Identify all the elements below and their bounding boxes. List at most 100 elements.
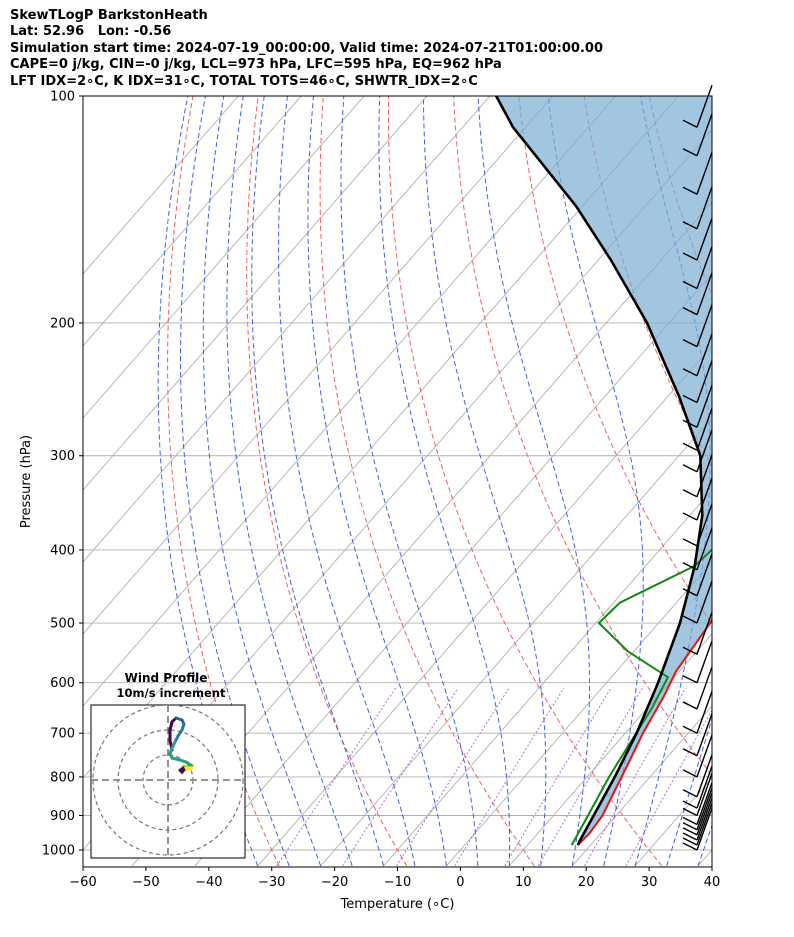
mixing-ratio-line — [625, 709, 712, 867]
wind-barb — [682, 385, 713, 428]
mixing-ratio-line — [504, 687, 612, 867]
isotherm-gridline — [83, 96, 617, 707]
wind-barb-flag — [682, 800, 698, 809]
wind-barb — [682, 84, 713, 128]
moist-adiabat — [202, 96, 322, 867]
isotherm-gridline — [83, 96, 491, 563]
wind-barb — [682, 429, 713, 473]
hodograph-ring — [92, 705, 244, 856]
inset-plot — [91, 705, 245, 858]
wind-barb — [682, 360, 713, 404]
isotherm-gridline — [83, 96, 365, 419]
wind-barb-staff — [696, 360, 713, 403]
wind-barb-flag — [682, 646, 698, 655]
wind-barb-flag — [682, 789, 698, 798]
dewpoint-line — [570, 548, 712, 846]
hodograph-end — [184, 766, 194, 771]
moist-adiabat — [251, 96, 384, 867]
isotherm-gridline — [571, 705, 712, 867]
x-tick-label: −50 — [132, 875, 159, 890]
wind-barb-flag — [682, 769, 698, 778]
isotherm-gridline — [320, 417, 712, 867]
isotherm-gridline — [446, 561, 712, 867]
moist-adiabat — [226, 96, 353, 867]
isotherm-gridline — [83, 96, 428, 491]
time-line: Simulation start time: 2024-07-19_00:00:… — [10, 40, 603, 56]
wind-barb-flag — [682, 588, 698, 597]
wind-barb-staff — [696, 84, 713, 128]
wind-barb-staff — [696, 186, 713, 230]
temperature-line — [577, 617, 712, 846]
wind-barb-flag — [682, 339, 698, 348]
wind-barb-staff — [696, 580, 713, 624]
wind-barb-flag — [682, 489, 698, 498]
wind-barb — [682, 773, 713, 817]
hodograph-start — [178, 766, 186, 774]
wind-barb-staff — [696, 385, 713, 428]
wind-barb — [682, 454, 713, 498]
wind-barb-flag — [682, 512, 698, 521]
wind-barb-staff — [696, 333, 713, 377]
wind-barb-flag — [682, 538, 698, 547]
wind-barb — [682, 113, 713, 157]
wind-barb — [682, 782, 713, 826]
wind-barb-staff — [696, 113, 713, 156]
wind-barb-flag — [682, 119, 698, 128]
dry-adiabat — [319, 96, 535, 867]
wind-barb-staff — [696, 454, 713, 497]
wind-barb-staff — [696, 246, 713, 289]
y-tick-label: 400 — [50, 543, 75, 558]
wind-barb — [682, 611, 713, 655]
dry-adiabat — [518, 96, 712, 626]
cape-line: CAPE=0 j/kg, CIN=-0 j/kg, LCL=973 hPa, L… — [10, 57, 502, 73]
wind-barb-flag — [682, 394, 698, 404]
location-line: Lat: 52.96 Lon: -0.56 — [10, 24, 172, 40]
wind-barb — [682, 333, 713, 377]
wind-barb — [682, 792, 713, 836]
wind-barb — [682, 690, 713, 734]
x-tick-label: −30 — [258, 875, 285, 890]
wind-barb-flag — [682, 464, 698, 473]
cape-shading — [496, 96, 712, 846]
wind-barb-flag — [682, 842, 698, 851]
wind-barb-staff — [696, 152, 713, 195]
wind-barb-flag — [682, 221, 698, 230]
dry-adiabat — [246, 96, 408, 867]
wind-barb — [682, 152, 713, 195]
wind-barb-flag — [682, 615, 698, 624]
wind-barb-staff — [696, 527, 713, 571]
x-tick-label: 20 — [578, 875, 595, 890]
wind-barb-flag — [682, 675, 698, 684]
wind-barb-flag — [682, 837, 698, 846]
wind-barb — [682, 186, 713, 230]
moist-adiabat — [378, 96, 511, 867]
wind-barb-staff — [696, 802, 713, 846]
moist-adiabat — [547, 96, 644, 867]
wind-barb-staff — [696, 807, 713, 851]
x-tick-label: −60 — [69, 875, 96, 890]
wind-barb — [682, 787, 713, 831]
wind-barb-flag — [682, 280, 698, 290]
wind-barb-flag — [682, 832, 698, 841]
dry-adiabat — [388, 96, 663, 867]
dry-adiabat — [453, 96, 712, 777]
isotherm-gridline — [383, 489, 712, 867]
wind-barb — [682, 666, 713, 710]
wind-barb-flag — [682, 701, 698, 710]
dry-adiabat — [779, 96, 794, 866]
y-tick-label: 800 — [50, 770, 75, 785]
y-tick-label: 700 — [50, 727, 75, 742]
mixing-ratio-line — [395, 687, 510, 867]
wind-barb-staff — [696, 773, 713, 816]
wind-barb — [682, 640, 713, 684]
wind-barb-staff — [696, 408, 713, 451]
wind-barb — [682, 797, 713, 841]
moist-adiabat — [307, 96, 447, 867]
mixing-ratio-line — [276, 687, 397, 867]
wind-barb-staff — [696, 797, 713, 841]
isotherm-gridline — [83, 96, 554, 635]
wind-barb-flag — [682, 562, 698, 571]
wind-barb-staff — [696, 782, 713, 825]
mixing-ratio-line — [341, 687, 459, 867]
